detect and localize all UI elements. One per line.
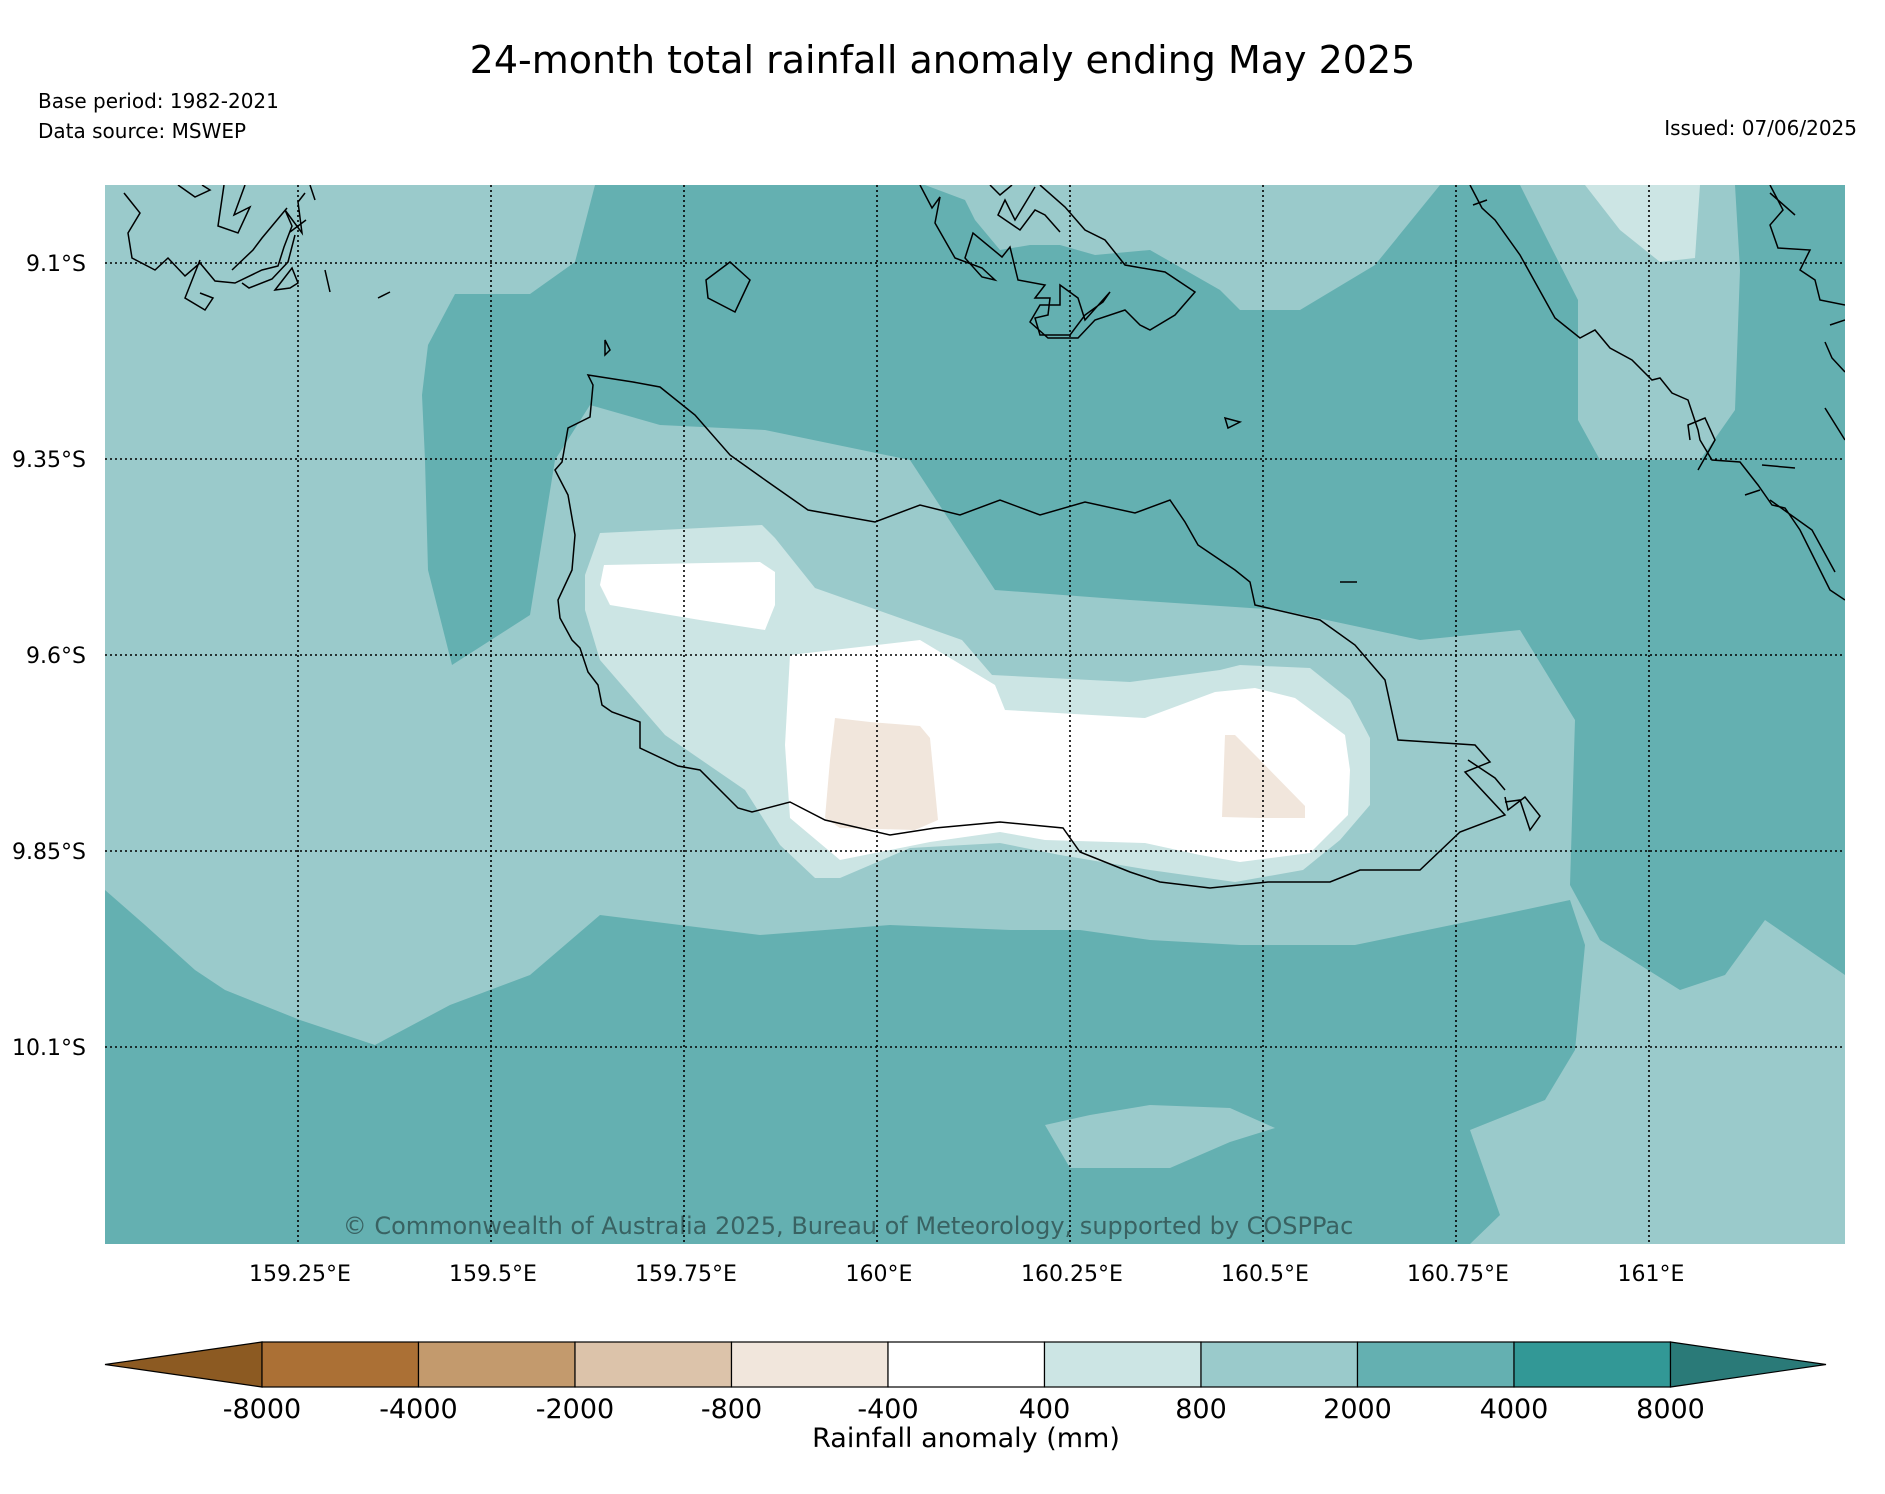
colorbar-segment [1513, 1341, 1672, 1388]
longitude-labels: 159.25°E 159.5°E 159.75°E 160°E 160.25°E… [249, 1262, 1684, 1287]
colorbar-tick-label: -400 [857, 1394, 918, 1425]
anomaly-region-2000-4000-north [422, 185, 1845, 990]
lon-label: 160.5°E [1221, 1262, 1309, 1287]
colorbar-tick-label: 800 [1175, 1394, 1227, 1425]
lon-label: 159.25°E [249, 1262, 351, 1287]
colorbar-segment [1043, 1341, 1202, 1388]
colorbar-segment [730, 1341, 889, 1388]
colorbar-tick-label: 4000 [1480, 1394, 1549, 1425]
base-period: Base period: 1982-2021 [38, 89, 279, 113]
lon-label: 160.75°E [1407, 1262, 1509, 1287]
lon-label: 159.5°E [449, 1262, 537, 1287]
gridlines [105, 185, 1845, 1244]
coastline-islet-2 [1223, 416, 1243, 430]
colorbar-tick-label: 400 [1019, 1394, 1071, 1425]
lat-label: 10.1°S [12, 1036, 86, 1061]
latitude-labels: 9.1°S 9.35°S 9.6°S 9.85°S 10.1°S [12, 252, 86, 1061]
colorbar-segment [1356, 1341, 1515, 1388]
anomaly-region-800-2000-south [1045, 1105, 1275, 1168]
map-title: 24-month total rainfall anomaly ending M… [469, 38, 1416, 82]
colorbar-extend-low [104, 1341, 263, 1388]
colorbar-segment [417, 1341, 576, 1388]
colorbar-tick-label: -4000 [379, 1394, 457, 1425]
anomaly-region-2000-4000-south [105, 890, 1585, 1244]
coastline-malaita [1469, 185, 1845, 601]
colorbar-tick-labels: -8000 -4000 -2000 -800 -400 400 800 2000 4000 800… [223, 1394, 1705, 1425]
issued-date: Issued: 07/06/2025 [1664, 116, 1857, 140]
map-metadata: Base period: 1982-2021 Data source: MSWE… [38, 86, 279, 146]
colorbar-segment [887, 1341, 1046, 1388]
colorbar-tick-label: -8000 [223, 1394, 301, 1425]
data-source: Data source: MSWEP [38, 119, 247, 143]
coastline-guadalcanal [554, 374, 1507, 889]
colorbar [104, 1341, 1827, 1388]
colorbar-tick-label: 8000 [1636, 1394, 1705, 1425]
colorbar-tick-label: -2000 [536, 1394, 614, 1425]
coastline-nggela-islands [919, 185, 1197, 339]
coastline-savo-island [705, 261, 751, 314]
colorbar-title: Rainfall anomaly (mm) [812, 1423, 1120, 1454]
colorbar-segment [1200, 1341, 1359, 1388]
lat-label: 9.85°S [12, 840, 86, 865]
lat-label: 9.6°S [26, 644, 86, 669]
colorbar-extend-high [1669, 1341, 1827, 1388]
anomaly-region-400-800-northeast [1585, 185, 1700, 262]
coastline-islet-3 [604, 339, 611, 357]
lon-label: 159.75°E [635, 1262, 737, 1287]
copyright-notice: © Commonwealth of Australia 2025, Bureau… [343, 1212, 1354, 1240]
colorbar-tick-label: 2000 [1323, 1394, 1392, 1425]
anomaly-region-minus800-minus400-west [825, 718, 938, 830]
lon-label: 160.25°E [1021, 1262, 1123, 1287]
lat-label: 9.35°S [12, 448, 86, 473]
colorbar-segment [574, 1341, 733, 1388]
colorbar-tick-label: -800 [701, 1394, 762, 1425]
anomaly-region-minus400-400 [600, 562, 775, 630]
colorbar-segment [261, 1341, 420, 1388]
coastline-guadalcanal-east [1504, 795, 1541, 832]
coastline-guadalcanal-east-islet [1467, 759, 1506, 791]
map-area: © Commonwealth of Australia 2025, Bureau… [105, 185, 1845, 1244]
lon-label: 161°E [1618, 1262, 1685, 1287]
lat-label: 9.1°S [26, 252, 86, 277]
coastlines [123, 185, 1845, 889]
lon-label: 160°E [846, 1262, 913, 1287]
